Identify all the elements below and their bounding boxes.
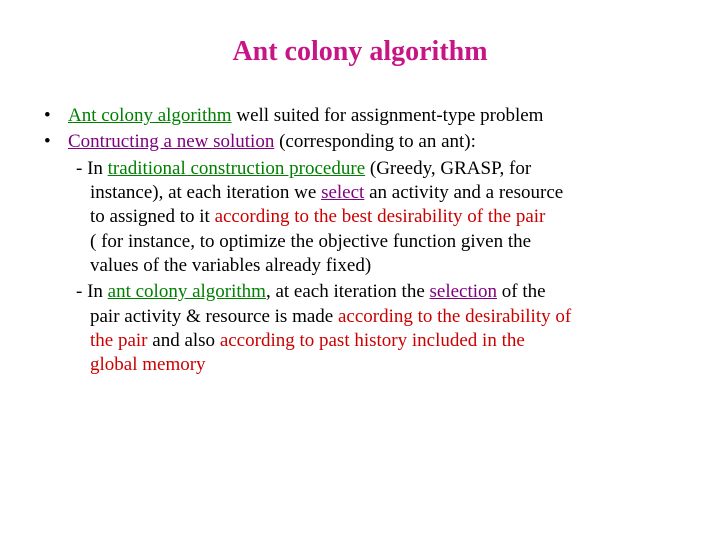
text-highlight: Ant colony algorithm — [68, 105, 232, 126]
sub-line: instance), at each iteration we select a… — [40, 181, 680, 205]
slide-title: Ant colony algorithm — [40, 36, 680, 68]
text: and also — [148, 330, 220, 351]
text-highlight: traditional construction procedure — [108, 158, 365, 179]
text-highlight: Contructing a new solution — [68, 131, 274, 152]
text-highlight: according to past history included in th… — [220, 330, 525, 351]
text-highlight: the pair — [90, 330, 148, 351]
text: to assigned to it — [90, 206, 210, 227]
text: , at each iteration the — [266, 281, 430, 302]
bullet-text: Contructing a new solution (correspondin… — [68, 130, 680, 154]
text-highlight: selection — [430, 281, 498, 302]
bullet-text: Ant colony algorithm well suited for ass… — [68, 104, 680, 128]
text: (Greedy, GRASP, for — [365, 158, 531, 179]
text-highlight: select — [321, 182, 364, 203]
text: well suited for assignment-type problem — [232, 105, 544, 126]
sub-item: - In ant colony algorithm, at each itera… — [40, 280, 680, 304]
text-highlight: according to the best desirability of th… — [210, 206, 546, 227]
bullet-item: • Contructing a new solution (correspond… — [40, 130, 680, 154]
text: values of the variables already fixed) — [90, 255, 371, 276]
sub-line: global memory — [40, 353, 680, 377]
bullet-marker: • — [40, 130, 68, 154]
slide-content: • Ant colony algorithm well suited for a… — [40, 104, 680, 377]
text: pair activity & resource is made — [90, 306, 338, 327]
sub-item: - In traditional construction procedure … — [40, 157, 680, 181]
sub-line: ( for instance, to optimize the objectiv… — [40, 230, 680, 254]
sub-line: the pair and also according to past hist… — [40, 329, 680, 353]
sub-line: pair activity & resource is made accordi… — [40, 305, 680, 329]
text-highlight: according to the desirability of — [338, 306, 571, 327]
sub-line: to assigned to it according to the best … — [40, 205, 680, 229]
text: of the — [497, 281, 546, 302]
text: an activity and a resource — [364, 182, 563, 203]
bullet-item: • Ant colony algorithm well suited for a… — [40, 104, 680, 128]
bullet-marker: • — [40, 104, 68, 128]
text-highlight: global memory — [90, 354, 206, 375]
text: instance), at each iteration we — [90, 182, 321, 203]
text-highlight: ant colony algorithm — [108, 281, 266, 302]
sub-line: values of the variables already fixed) — [40, 254, 680, 278]
text: - In — [76, 158, 108, 179]
text: - In — [76, 281, 108, 302]
text: ( for instance, to optimize the objectiv… — [90, 231, 531, 252]
text: (corresponding to an ant): — [274, 131, 476, 152]
